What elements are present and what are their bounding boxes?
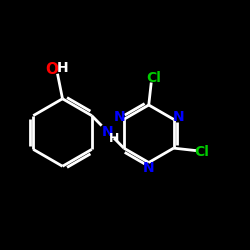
Text: Cl: Cl (194, 145, 209, 159)
Text: N: N (113, 110, 125, 124)
Text: N: N (172, 110, 184, 124)
Text: H: H (57, 60, 68, 74)
Text: N: N (143, 161, 154, 175)
Text: H: H (109, 132, 119, 144)
Text: Cl: Cl (146, 71, 161, 85)
Text: N: N (102, 125, 114, 139)
Text: O: O (45, 62, 58, 78)
